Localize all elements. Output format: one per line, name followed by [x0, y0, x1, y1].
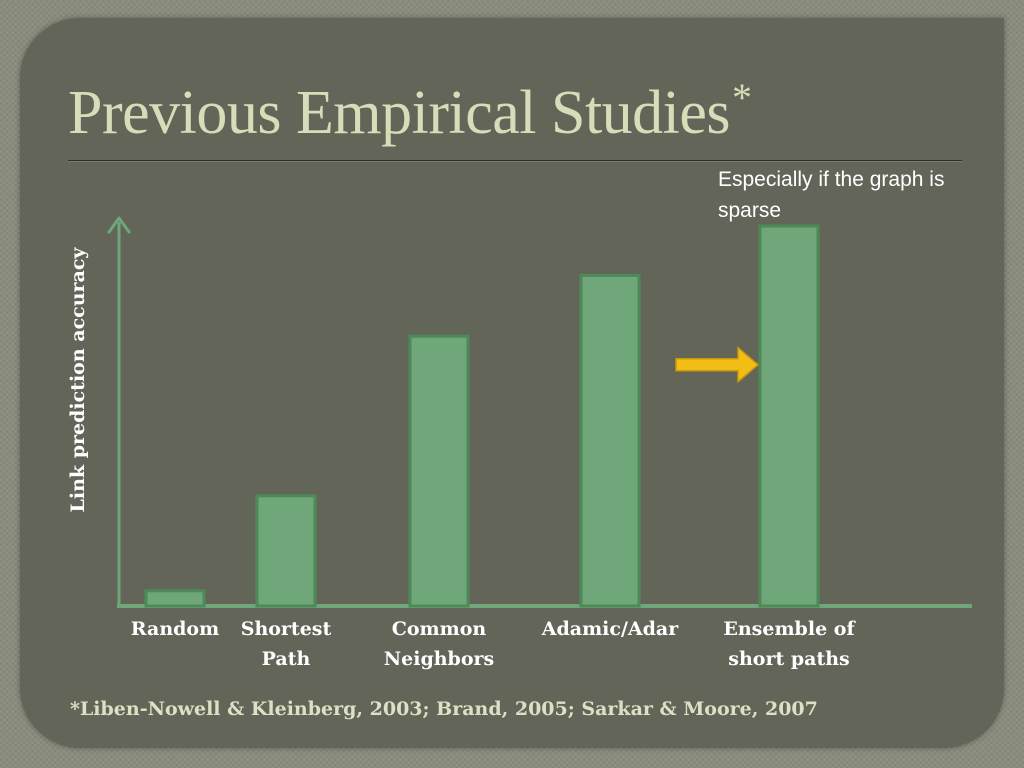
x-tick-label-common-neighbors: Common Neighbors	[383, 618, 495, 670]
slide-background	[20, 18, 1004, 748]
slide-title-text: Previous Empirical Studies	[68, 79, 731, 147]
y-axis-arrowhead	[107, 216, 131, 234]
x-tick-label-adamic-adar: Adamic/Adar	[541, 618, 679, 640]
bar-ensemble-of-short-paths	[758, 224, 820, 608]
bar-adamic-adar	[579, 273, 641, 608]
x-tick-label-ensemble-of-short-paths: Ensemble of short paths	[723, 618, 855, 670]
bar-shortest-path	[255, 494, 317, 608]
title-footnote-mark: *	[732, 75, 752, 120]
x-tick-label-random: Random	[130, 618, 220, 640]
bar-random	[144, 589, 206, 608]
bar-common-neighbors	[408, 334, 470, 608]
x-tick-label-shortest-path: Shortest Path	[240, 618, 332, 670]
highlight-arrow-icon	[675, 346, 760, 384]
title-divider	[68, 160, 962, 162]
citation-footnote: *Liben-Nowell & Kleinberg, 2003; Brand, …	[70, 698, 818, 720]
sparse-graph-note: Especially if the graph is sparse	[718, 168, 945, 222]
slide-title: Previous Empirical Studies*	[68, 75, 752, 147]
